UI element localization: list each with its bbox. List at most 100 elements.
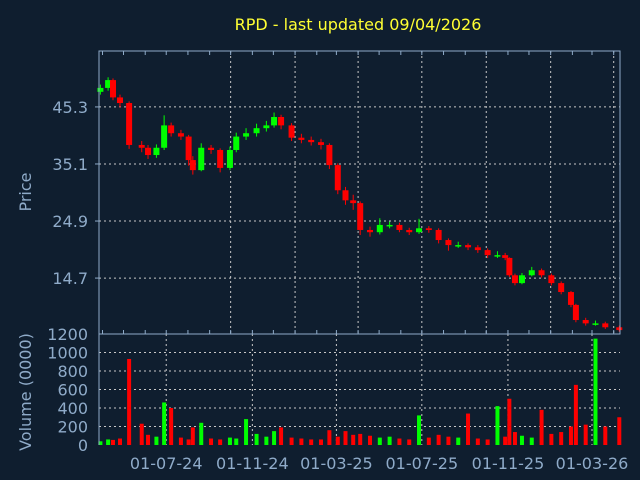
volume-bar bbox=[318, 439, 323, 445]
candle-body bbox=[97, 87, 104, 92]
volume-bar bbox=[279, 427, 284, 445]
candle-body bbox=[484, 250, 491, 256]
candle-body bbox=[185, 136, 192, 161]
candle-body bbox=[511, 275, 518, 284]
candle-body bbox=[558, 283, 565, 293]
candle-body bbox=[602, 323, 609, 328]
candle-body bbox=[494, 255, 501, 257]
volume-bar bbox=[512, 432, 517, 445]
volume-axis-label: Volume (0000) bbox=[16, 333, 35, 451]
candle-body bbox=[455, 245, 462, 247]
x-tick-label: 01-03-26 bbox=[556, 454, 629, 473]
x-tick-label: 01-11-25 bbox=[472, 454, 545, 473]
volume-bar bbox=[603, 426, 608, 445]
candle-body bbox=[198, 147, 205, 171]
candle-body bbox=[334, 165, 341, 191]
price-tick-label: 35.1 bbox=[52, 155, 88, 174]
candle-body bbox=[367, 229, 374, 233]
volume-tick-label: 600 bbox=[57, 381, 88, 400]
volume-bar bbox=[466, 413, 471, 445]
candle-body bbox=[208, 147, 215, 150]
candle-body bbox=[528, 270, 535, 276]
candle-body bbox=[110, 80, 117, 98]
candle-body bbox=[253, 128, 260, 134]
candle-body bbox=[342, 190, 349, 201]
candles bbox=[97, 77, 623, 332]
volume-bar bbox=[162, 402, 167, 445]
candle-body bbox=[357, 203, 364, 230]
volume-bar bbox=[617, 417, 622, 445]
volume-bar bbox=[549, 433, 554, 445]
candle-body bbox=[518, 275, 525, 284]
candle-body bbox=[502, 255, 509, 258]
volume-bar bbox=[299, 438, 304, 445]
candle-body bbox=[548, 275, 555, 284]
volume-bar bbox=[272, 431, 277, 445]
volume-tick-label: 1000 bbox=[47, 344, 88, 363]
volume-tick-label: 200 bbox=[57, 418, 88, 437]
candle-body bbox=[298, 137, 305, 140]
candle-body bbox=[189, 160, 196, 171]
volume-tick-label: 400 bbox=[57, 399, 88, 418]
volume-bar bbox=[377, 437, 382, 445]
volume-bar bbox=[169, 408, 174, 445]
volume-bar bbox=[327, 430, 332, 445]
candle-body bbox=[126, 103, 133, 145]
candle-body bbox=[226, 149, 233, 168]
volume-bars bbox=[98, 338, 622, 445]
volume-bar bbox=[568, 426, 573, 445]
volume-bar bbox=[387, 436, 392, 445]
candle-body bbox=[376, 224, 383, 233]
volume-bar bbox=[593, 338, 598, 445]
candle-body bbox=[271, 116, 278, 126]
volume-bar bbox=[190, 427, 195, 445]
candle-body bbox=[567, 292, 574, 305]
candle-body bbox=[326, 144, 333, 166]
candle-body bbox=[572, 304, 579, 321]
volume-bar bbox=[426, 437, 431, 445]
volume-bar bbox=[351, 434, 356, 445]
candle-body bbox=[308, 139, 315, 143]
volume-bar bbox=[234, 438, 239, 445]
candle-body bbox=[538, 270, 545, 276]
candle-body bbox=[416, 228, 423, 233]
chart-title: RPD - last updated 09/04/2026 bbox=[235, 15, 482, 34]
price-axis-label: Price bbox=[16, 172, 35, 211]
price-tick-label: 45.3 bbox=[52, 98, 88, 117]
volume-bar bbox=[309, 439, 314, 445]
volume-bar bbox=[118, 438, 123, 445]
volume-bar bbox=[154, 436, 159, 445]
volume-bar bbox=[199, 422, 204, 445]
candle-body bbox=[263, 125, 270, 129]
volume-bar bbox=[456, 437, 461, 445]
candle-body bbox=[474, 247, 481, 251]
volume-bar bbox=[417, 415, 422, 445]
candle-body bbox=[278, 116, 285, 126]
candle-body bbox=[465, 245, 472, 248]
volume-bar bbox=[186, 439, 191, 445]
volume-bar bbox=[529, 437, 534, 445]
volume-tick-label: 0 bbox=[78, 436, 88, 455]
volume-bar bbox=[127, 358, 132, 445]
candle-body bbox=[616, 327, 623, 331]
price-tick-label: 24.9 bbox=[52, 212, 88, 231]
volume-bar bbox=[209, 438, 214, 445]
volume-bar bbox=[446, 436, 451, 445]
candle-body bbox=[233, 136, 240, 150]
volume-bar bbox=[343, 431, 348, 445]
candle-body bbox=[168, 125, 175, 134]
candle-body bbox=[288, 125, 295, 138]
volume-bar bbox=[335, 436, 340, 445]
volume-bar bbox=[503, 436, 508, 445]
volume-bar bbox=[358, 433, 363, 445]
price-panel-frame bbox=[98, 50, 621, 335]
volume-bar bbox=[111, 439, 116, 445]
candle-body bbox=[138, 144, 145, 148]
candle-body bbox=[506, 257, 513, 276]
volume-bar bbox=[139, 423, 144, 445]
volume-bar bbox=[244, 419, 249, 445]
volume-bar bbox=[218, 439, 223, 445]
candle-body bbox=[406, 229, 413, 233]
volume-bar bbox=[227, 437, 232, 445]
candle-body bbox=[217, 149, 224, 168]
